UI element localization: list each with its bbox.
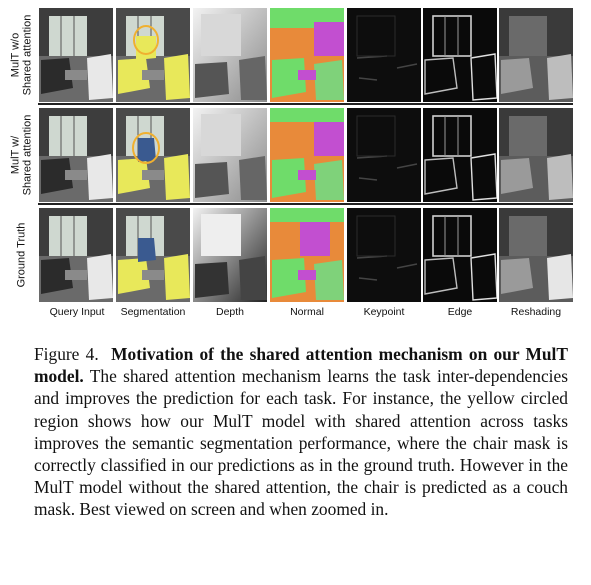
caption-label: Figure 4.	[34, 344, 99, 364]
thumbnail-segmentation-ground-truth	[116, 208, 190, 302]
row-separator	[38, 103, 573, 105]
caption-title: Motivation of the shared attention mecha…	[34, 344, 568, 387]
col-label-normal: Normal	[290, 306, 324, 318]
thumbnail-normal-without-shared-attention	[270, 8, 344, 102]
col-label-reshading: Reshading	[510, 306, 562, 318]
row-label-ground-truth: Ground Truth	[15, 222, 28, 288]
figure-4: MulT w/o Shared attention MulT w/ Shared…	[9, 8, 573, 318]
thumbnail-segmentation-with-shared-attention	[116, 108, 190, 202]
row-label-with-shared-attention: MulT w/ Shared attention	[9, 114, 34, 196]
thumbnail-edge-with-shared-attention	[423, 108, 497, 202]
thumbnail-depth-with-shared-attention	[193, 108, 267, 202]
caption-body: The shared attention mechanism learns th…	[34, 366, 568, 520]
thumbnail-keypoint-with-shared-attention	[347, 108, 421, 202]
thumbnail-reshading-ground-truth	[499, 208, 573, 302]
thumbnail-depth-ground-truth	[193, 208, 267, 302]
thumbnail-reshading-without-shared-attention	[499, 8, 573, 102]
thumbnail-edge-without-shared-attention	[423, 8, 497, 102]
row-separator	[38, 203, 573, 205]
col-label-depth: Depth	[215, 306, 245, 318]
thumbnail-segmentation-without-shared-attention	[116, 8, 190, 102]
thumbnail-depth-without-shared-attention	[193, 8, 267, 102]
thumbnail-query-input-without-shared-attention	[39, 8, 113, 102]
thumbnail-normal-ground-truth	[270, 208, 344, 302]
row-label-without-shared-attention: MulT w/o Shared attention	[9, 14, 34, 96]
col-label-query-input: Query Input	[49, 306, 105, 318]
thumbnail-edge-ground-truth	[423, 208, 497, 302]
thumbnail-keypoint-ground-truth	[347, 208, 421, 302]
col-label-edge: Edge	[447, 306, 473, 318]
thumbnail-normal-with-shared-attention	[270, 108, 344, 202]
thumbnail-query-input-with-shared-attention	[39, 108, 113, 202]
col-label-keypoint: Keypoint	[363, 306, 405, 318]
thumbnail-reshading-with-shared-attention	[499, 108, 573, 202]
thumbnail-query-input-ground-truth	[39, 208, 113, 302]
col-label-segmentation: Segmentation	[120, 306, 186, 318]
figure-caption: Figure 4. Motivation of the shared atten…	[34, 343, 568, 521]
thumbnail-keypoint-without-shared-attention	[347, 8, 421, 102]
